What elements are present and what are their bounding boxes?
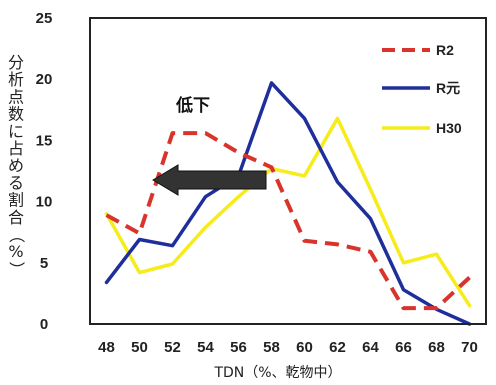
- x-tick-label: 62: [329, 339, 346, 356]
- y-axis-label-char: め: [8, 156, 24, 175]
- y-axis-label-char: ）: [7, 261, 26, 277]
- series-lines: [104, 81, 472, 326]
- y-axis-label-char: %: [8, 242, 23, 261]
- x-tick-label: 64: [362, 339, 379, 356]
- y-axis-label-char: 析: [8, 70, 24, 89]
- legend-label: H30: [436, 120, 462, 136]
- x-tick-label: 60: [296, 339, 313, 356]
- y-tick-label: 5: [40, 255, 48, 272]
- y-axis-label-char: 点: [8, 87, 24, 106]
- series-line-r2: [105, 131, 471, 311]
- y-tick-label: 15: [36, 132, 53, 149]
- annotation-text: 低下: [175, 95, 210, 116]
- y-axis-label-char: 占: [8, 139, 24, 158]
- legend: R2 R元 H30: [382, 42, 462, 136]
- left-arrow-icon: [152, 164, 267, 196]
- plot-frame: [89, 17, 487, 325]
- annotation: 低下: [152, 95, 267, 196]
- y-axis-label-char: （: [7, 227, 26, 243]
- series-line-rgan: [104, 81, 472, 326]
- x-axis-ticks: 48 50 52 54 56 58 60 62 64 66 68 70: [98, 339, 478, 356]
- y-tick-label: 20: [36, 71, 53, 88]
- x-axis-label: TDN（%、乾物中）: [213, 365, 341, 381]
- legend-label: R2: [436, 42, 454, 58]
- x-tick-label: 56: [230, 339, 247, 356]
- y-axis-label-char: 割: [8, 191, 24, 210]
- legend-label: R元: [436, 80, 460, 96]
- series-line-h30: [104, 116, 472, 308]
- y-axis-ticks: 0 5 10 15 20 25: [36, 10, 53, 333]
- x-tick-label: 54: [197, 339, 214, 356]
- x-tick-label: 50: [131, 339, 148, 356]
- y-tick-label: 0: [40, 316, 48, 333]
- y-tick-label: 25: [36, 10, 53, 27]
- x-tick-label: 58: [263, 339, 280, 356]
- x-tick-label: 52: [164, 339, 181, 356]
- x-tick-label: 48: [98, 339, 115, 356]
- x-tick-label: 68: [428, 339, 445, 356]
- y-axis-label-char: 分: [8, 53, 24, 72]
- x-tick-label: 66: [395, 339, 412, 356]
- y-axis-label-char: 合: [8, 208, 24, 227]
- y-axis-label-char: る: [8, 173, 24, 192]
- y-axis-label-char: に: [8, 122, 24, 141]
- y-tick-label: 10: [36, 194, 53, 211]
- y-axis-label-char: 数: [8, 105, 24, 124]
- x-tick-label: 70: [461, 339, 478, 356]
